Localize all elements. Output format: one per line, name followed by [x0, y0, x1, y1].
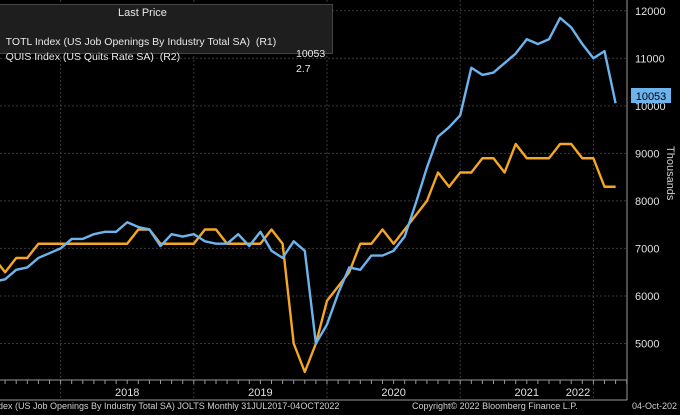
y-axis-title: Thousands	[664, 146, 676, 201]
legend-value-openings: 10053	[296, 48, 326, 60]
legend-label-openings: TOTL Index (US Job Openings By Industry …	[5, 36, 277, 48]
x-tick-label: 2020	[381, 387, 405, 399]
footer-date: 04-Oct-202	[632, 401, 678, 411]
x-tick-label: 2018	[115, 387, 139, 399]
y-tick-label: 5000	[635, 338, 659, 350]
series-line-quits-rate	[0, 142, 616, 374]
footer-copyright: Copyright© 2022 Bloomberg Finance L.P.	[412, 401, 578, 411]
legend: Last Price TOTL Index (US Job Openings B…	[0, 4, 333, 75]
last-value-badge	[631, 88, 671, 103]
series-line-job-openings	[0, 16, 617, 345]
axis-labels: 5000 6000 7000 8000 9000 10000 11000 12000 2018 2…	[115, 6, 671, 399]
axes	[0, 0, 628, 401]
footer-source: dex (US Job Openings By Industry Total S…	[0, 401, 340, 411]
legend-value-quits: 2.7	[296, 63, 311, 75]
last-value-badge-text: 10053	[636, 91, 667, 103]
y-tick-label: 7000	[635, 243, 659, 255]
legend-header: Last Price	[118, 7, 167, 19]
series-lines	[0, 16, 617, 374]
x-tick-label: 2022	[566, 387, 590, 399]
y-tick-label: 12000	[635, 6, 666, 18]
y-tick-label: 6000	[635, 291, 659, 303]
legend-row-openings: TOTL Index (US Job Openings By Industry …	[0, 24, 326, 72]
y-tick-label: 8000	[635, 196, 659, 208]
y-tick-label: 11000	[635, 53, 665, 65]
y-tick-label: 9000	[635, 148, 659, 160]
legend-row-quits: QUIS Index (US Quits Rate SA) (R2) 2.7	[0, 39, 311, 87]
legend-label-quits: QUIS Index (US Quits Rate SA) (R2)	[5, 51, 181, 63]
x-tick-label: 2019	[248, 387, 272, 399]
x-tick-label: 2021	[515, 387, 539, 399]
y-tick-label: 10000	[635, 101, 666, 113]
